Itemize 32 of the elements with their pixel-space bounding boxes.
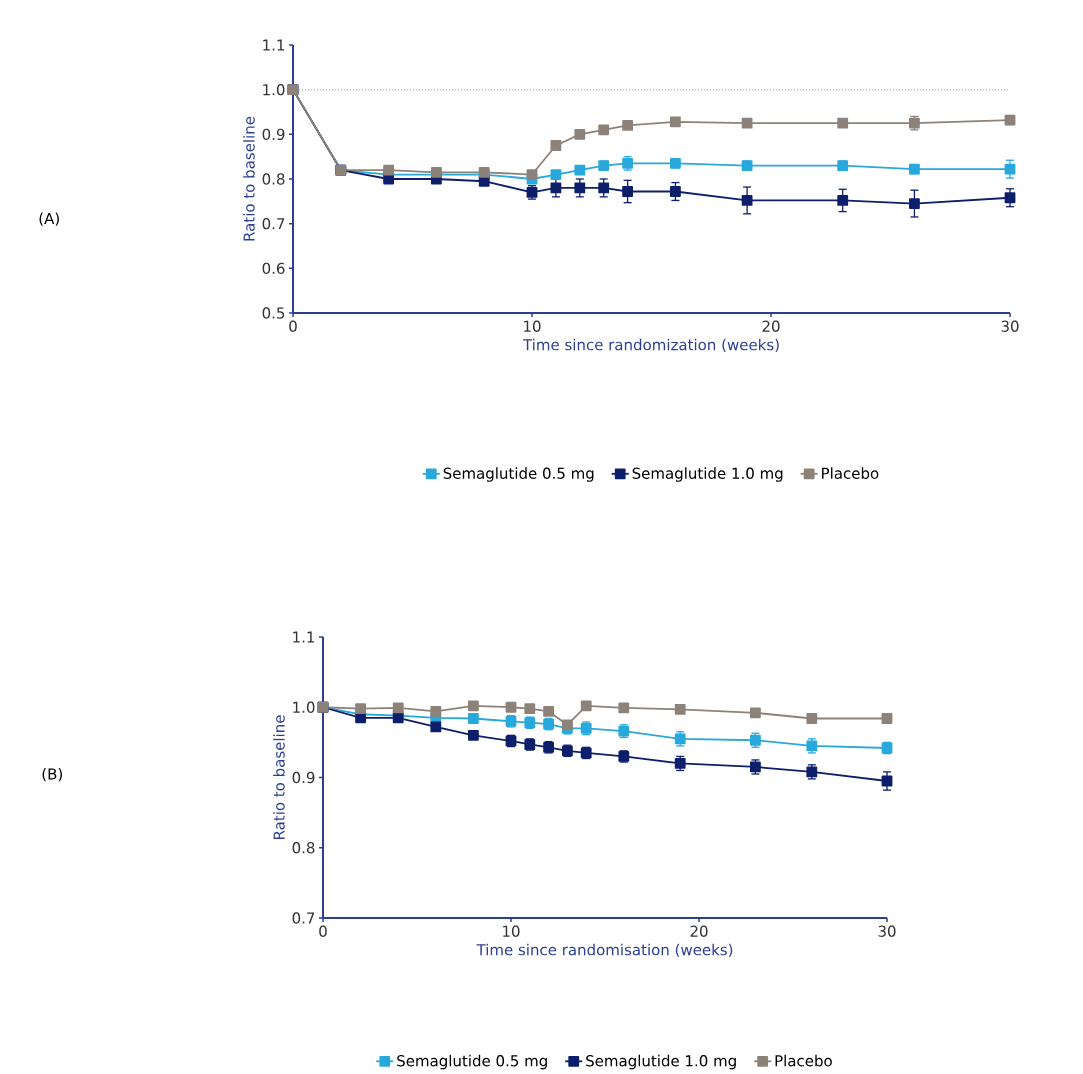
y-tick-label: 1.1 <box>263 39 285 51</box>
y-tick-label: 0.5 <box>262 307 285 319</box>
y-tick-label: 1.0 <box>263 83 285 96</box>
x-tick-label: 30 <box>1001 320 1019 332</box>
y-tick-label: 0.7 <box>262 217 285 230</box>
x-tick-label: 10 <box>524 320 541 332</box>
y-tick-label: 0.8 <box>292 842 315 854</box>
y-tick-label: 0.9 <box>292 771 315 784</box>
legend-label: Semaglutide 0.5 mg <box>397 1054 547 1070</box>
y-tick-label: 0.6 <box>262 262 285 275</box>
x-tick-label: 20 <box>762 320 780 332</box>
y-tick-label: 0.9 <box>262 128 285 141</box>
x-axis-title: Time since randomization (weeks) <box>522 338 779 353</box>
y-tick-label: 0.7 <box>292 912 315 924</box>
x-tick-label: 20 <box>690 925 708 937</box>
text: (A) <box>39 212 59 226</box>
y-tick-label: 0.8 <box>262 173 285 185</box>
y-tick-label: 1.1 <box>293 631 315 643</box>
legend-label: Semaglutide 1.0 mg <box>632 467 783 482</box>
x-tick-label: 0 <box>319 925 327 937</box>
x-tick-label: 0 <box>289 320 297 332</box>
legend-label: Placebo <box>822 467 879 479</box>
y-tick-label: 1.0 <box>293 701 315 713</box>
x-tick-label: 30 <box>878 925 896 937</box>
x-axis-title: Time since randomisation (weeks) <box>476 943 733 958</box>
y-axis-title: Ratio to baseline <box>273 715 285 839</box>
text: (B) <box>42 768 62 782</box>
legend-label: Semaglutide 1.0 mg <box>586 1054 736 1070</box>
legend-label: Semaglutide 0.5 mg <box>443 467 594 482</box>
x-tick-label: 10 <box>503 925 520 937</box>
y-axis-title: Ratio to baseline <box>243 116 255 241</box>
legend-label: Placebo <box>775 1054 832 1067</box>
